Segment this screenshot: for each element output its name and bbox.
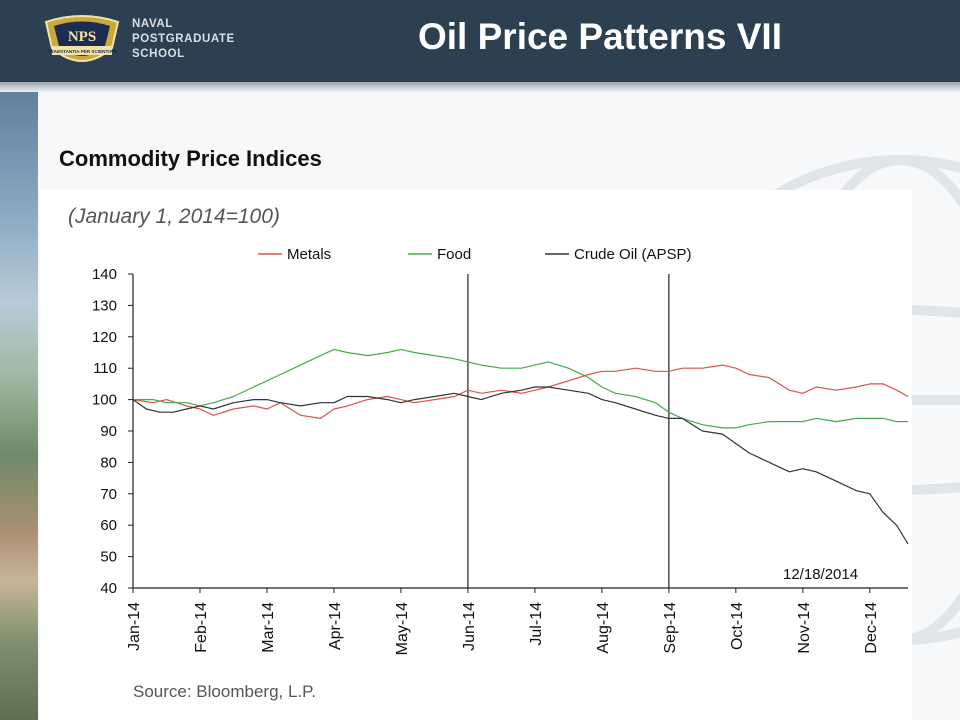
- y-tick-label: 140: [92, 266, 117, 283]
- chart-panel: [40, 190, 912, 720]
- metals-series-line: [132, 364, 909, 419]
- x-tick-label: Aug-14: [595, 602, 612, 654]
- chart-note: (January 1, 2014=100): [68, 205, 280, 228]
- y-tick-label: 120: [92, 329, 117, 346]
- chart-source: Source: Bloomberg, L.P.: [133, 682, 316, 701]
- crude-oil-apsp-legend-label: Crude Oil (APSP): [574, 246, 692, 263]
- x-tick-label: Jan-14: [126, 602, 143, 651]
- y-tick-label: 60: [100, 517, 117, 534]
- y-tick-label: 130: [92, 297, 117, 314]
- food-legend-label: Food: [437, 246, 471, 263]
- y-tick-label: 70: [100, 486, 117, 503]
- x-tick-label: Apr-14: [327, 602, 344, 650]
- header-shadow: [0, 82, 960, 92]
- crude-oil-apsp-series-line: [132, 386, 909, 545]
- food-series-line: [133, 348, 908, 429]
- x-tick-label: Oct-14: [729, 602, 746, 650]
- x-tick-label: Sep-14: [662, 602, 679, 654]
- y-tick-label: 110: [93, 360, 117, 377]
- x-tick-label: May-14: [394, 602, 411, 655]
- nps-shield-icon: NPS PRAESTANTIA PER SCIENTIAM: [44, 15, 120, 62]
- end-date-label: 12/18/2014: [783, 566, 858, 583]
- x-tick-label: Mar-14: [260, 602, 277, 653]
- slide-subtitle: Commodity Price Indices: [59, 146, 322, 171]
- x-tick-label: Nov-14: [796, 602, 813, 654]
- y-tick-label: 80: [100, 454, 117, 471]
- logo-line-1: NAVAL: [132, 18, 173, 30]
- x-tick-label: Jul-14: [528, 602, 545, 646]
- x-tick-label: Dec-14: [863, 602, 880, 654]
- logo-line-2: POSTGRADUATE: [132, 33, 235, 45]
- metals-legend-label: Metals: [287, 246, 331, 263]
- x-tick-label: Feb-14: [193, 602, 210, 653]
- commodity-price-chart: (January 1, 2014=100) 12/18/2014 Source:…: [68, 205, 909, 701]
- slide-title: Oil Price Patterns VII: [418, 16, 782, 57]
- y-tick-label: 40: [100, 580, 117, 597]
- y-tick-label: 90: [100, 423, 117, 440]
- y-tick-label: 50: [100, 549, 117, 566]
- header-bar: NPS PRAESTANTIA PER SCIENTIAM NAVAL POST…: [0, 0, 960, 82]
- y-tick-label: 100: [92, 392, 117, 409]
- logo-wordmark: NAVAL POSTGRADUATE SCHOOL: [132, 17, 235, 62]
- logo-motto: PRAESTANTIA PER SCIENTIAM: [47, 49, 117, 54]
- x-tick-label: Jun-14: [461, 602, 478, 651]
- logo-line-3: SCHOOL: [132, 48, 185, 60]
- campus-photo-strip: [0, 88, 38, 720]
- logo-badge: NPS: [68, 29, 96, 45]
